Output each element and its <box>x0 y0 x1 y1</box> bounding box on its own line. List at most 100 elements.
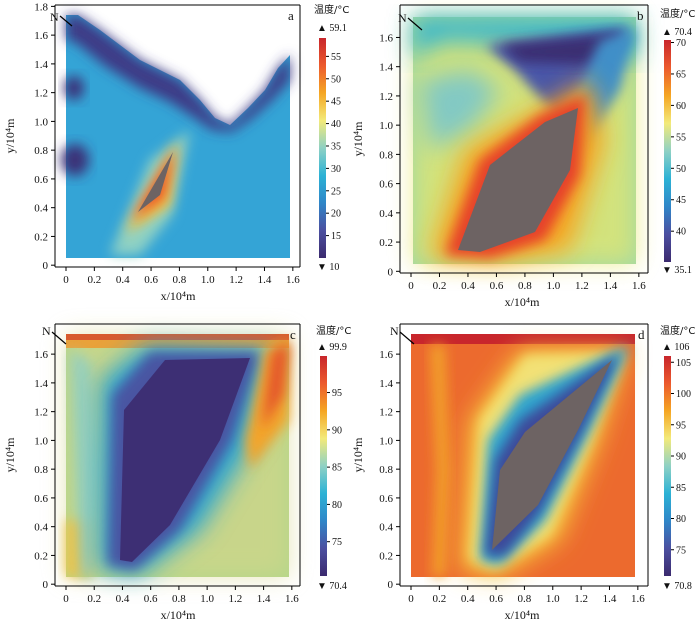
y-tick-label: 0.4 <box>34 203 48 215</box>
x-tick-label: 0.6 <box>144 274 158 286</box>
panel-b-colorbar-max: ▲ 70.4 <box>662 27 692 38</box>
panel-b-colorbar-ticks: 40 45 50 55 60 65 70 <box>671 38 686 238</box>
panel-c-xlabel: x/10⁴m <box>161 608 197 622</box>
y-tick-label: 1.0 <box>379 120 393 132</box>
colorbar-tick-label: 65 <box>676 69 686 80</box>
y-tick-label: 1.4 <box>34 59 48 71</box>
y-tick-label: 1.2 <box>34 88 48 100</box>
panel-d-colorbar-min: ▼ 70.8 <box>662 581 692 592</box>
panel-a-ylabel: y/10⁴m <box>3 118 17 154</box>
y-tick-label: 0.6 <box>34 493 48 505</box>
panel-d: 0 0.2 0.4 0.6 0.8 1.0 1.2 1.4 1.6 0 0.2 0.4 0.6 0.8 1.… <box>351 323 695 622</box>
panel-c-field <box>66 334 289 577</box>
panel-d-ylabel: y/10⁴m <box>351 437 365 473</box>
panel-a-north-arrow <box>59 15 73 27</box>
y-tick-label: 0.6 <box>34 174 48 186</box>
x-tick-label: 0.8 <box>173 274 187 286</box>
colorbar-tick-label: 80 <box>676 514 686 525</box>
panel-d-colorbar-gradient <box>664 356 671 576</box>
x-tick-label: 0.6 <box>490 280 504 292</box>
panel-d-colorbar-ticks: 75 80 85 90 95 100 105 <box>671 358 691 556</box>
panel-c-label: c <box>290 327 296 342</box>
y-tick-label: 0.2 <box>379 550 393 562</box>
y-tick-label: 1.0 <box>34 116 48 128</box>
colorbar-tick-label: 100 <box>676 389 691 400</box>
x-tick-label: 0.6 <box>144 593 158 605</box>
colorbar-tick-label: 45 <box>331 97 341 108</box>
y-tick-label: 0.2 <box>379 237 393 249</box>
panel-b-colorbar: 温度/°C ▲ 70.4 40 45 50 55 60 65 70 ▼ 35.1 <box>660 7 695 276</box>
x-tick-label: 0.2 <box>87 274 101 286</box>
panel-d-field <box>411 334 635 577</box>
panel-a-xlabel: x/10⁴m <box>161 289 197 303</box>
panel-a-ticks: 0 0.2 0.4 0.6 0.8 1.0 1.2 1.4 1.6 0 0.2 0.4 0.6 0.8 1.… <box>34 1 300 286</box>
panel-c-colorbar-gradient <box>320 356 327 576</box>
colorbar-tick-label: 70 <box>676 38 686 49</box>
panel-b-north-label: N <box>398 11 407 25</box>
panel-c-colorbar-ticks: 75 80 85 90 95 <box>327 388 342 548</box>
x-tick-label: 0.4 <box>116 274 130 286</box>
x-tick-label: 1.2 <box>228 593 242 605</box>
y-tick-label: 1.2 <box>379 91 393 103</box>
y-tick-label: 0 <box>43 260 49 272</box>
x-tick-label: 0.2 <box>433 280 447 292</box>
panel-d-colorbar-title: 温度/°C <box>660 324 695 337</box>
x-tick-label: 1.0 <box>201 274 215 286</box>
x-tick-label: 1.4 <box>603 280 617 292</box>
colorbar-tick-label: 95 <box>332 388 342 399</box>
x-tick-label: 1.0 <box>546 593 560 605</box>
panel-a-label: a <box>288 8 294 23</box>
x-tick-label: 1.0 <box>547 280 561 292</box>
colorbar-tick-label: 55 <box>331 52 341 63</box>
panel-b: 0 0.2 0.4 0.6 0.8 1.0 1.2 1.4 1.6 0 0.2 0.4 0.6 0.8 1.… <box>351 4 695 309</box>
y-tick-label: 0.8 <box>34 145 48 157</box>
y-tick-label: 0 <box>388 266 394 278</box>
panel-c-colorbar: 温度/°C ▲ 99.9 75 80 85 90 95 ▼ 70.4 <box>316 324 351 592</box>
y-tick-label: 1.8 <box>34 1 48 13</box>
y-tick-label: 0.6 <box>379 493 393 505</box>
panel-d-colorbar: 温度/°C ▲ 106 75 80 85 90 95 100 105 ▼ 70.8 <box>660 324 695 592</box>
colorbar-tick-label: 85 <box>676 483 686 494</box>
x-tick-label: 0.8 <box>518 280 532 292</box>
colorbar-tick-label: 25 <box>331 186 341 197</box>
panel-b-colorbar-gradient <box>664 40 671 262</box>
y-tick-label: 1.2 <box>379 407 393 419</box>
colorbar-tick-label: 40 <box>331 119 341 130</box>
colorbar-tick-label: 75 <box>676 545 686 556</box>
colorbar-tick-label: 45 <box>676 195 686 206</box>
x-tick-label: 1.4 <box>258 274 272 286</box>
y-tick-label: 1.4 <box>379 378 393 390</box>
x-tick-label: 0.8 <box>518 593 532 605</box>
panel-c-colorbar-max: ▲ 99.9 <box>317 342 347 353</box>
panel-a-colorbar-min: ▼ 10 <box>317 262 339 273</box>
y-tick-label: 1.4 <box>379 62 393 74</box>
y-tick-label: 0.2 <box>34 231 48 243</box>
y-tick-label: 1.6 <box>34 30 48 42</box>
x-tick-label: 0 <box>63 274 69 286</box>
y-tick-label: 0 <box>43 579 49 591</box>
x-tick-label: 0 <box>408 280 414 292</box>
colorbar-tick-label: 50 <box>331 74 341 85</box>
panel-c-axes: 0 0.2 0.4 0.6 0.8 1.0 1.2 1.4 1.6 0 0.2 0.4 0.6 0.8 1.… <box>34 323 301 605</box>
x-tick-label: 1.2 <box>575 280 589 292</box>
panel-a-colorbar: 温度/°C ▲ 59.1 15 20 25 30 35 40 45 50 55 ▼ 10 <box>314 3 349 273</box>
y-tick-label: 1.0 <box>34 435 48 447</box>
panel-a-colorbar-title: 温度/°C <box>314 3 349 16</box>
y-tick-label: 1.6 <box>379 32 393 44</box>
x-tick-label: 0.2 <box>432 593 446 605</box>
x-tick-label: 1.4 <box>603 593 617 605</box>
y-tick-label: 0.4 <box>379 208 393 220</box>
x-tick-label: 0.4 <box>461 280 475 292</box>
panel-d-xlabel: x/10⁴m <box>505 608 541 622</box>
y-tick-label: 1.6 <box>34 349 48 361</box>
panel-b-north-arrow <box>407 17 423 31</box>
x-tick-label: 0.8 <box>172 593 186 605</box>
panel-c-ticks: 0 0.2 0.4 0.6 0.8 1.0 1.2 1.4 1.6 0 0.2 0.4 0.6 0.8 1.… <box>34 349 299 605</box>
panel-c: 0 0.2 0.4 0.6 0.8 1.0 1.2 1.4 1.6 0 0.2 0.4 0.6 0.8 1.… <box>3 323 351 622</box>
y-tick-label: 0.8 <box>34 464 48 476</box>
panel-b-xlabel: x/10⁴m <box>505 295 541 309</box>
panel-d-north-label: N <box>390 324 399 338</box>
colorbar-tick-label: 85 <box>332 463 342 474</box>
x-tick-label: 0 <box>63 593 69 605</box>
